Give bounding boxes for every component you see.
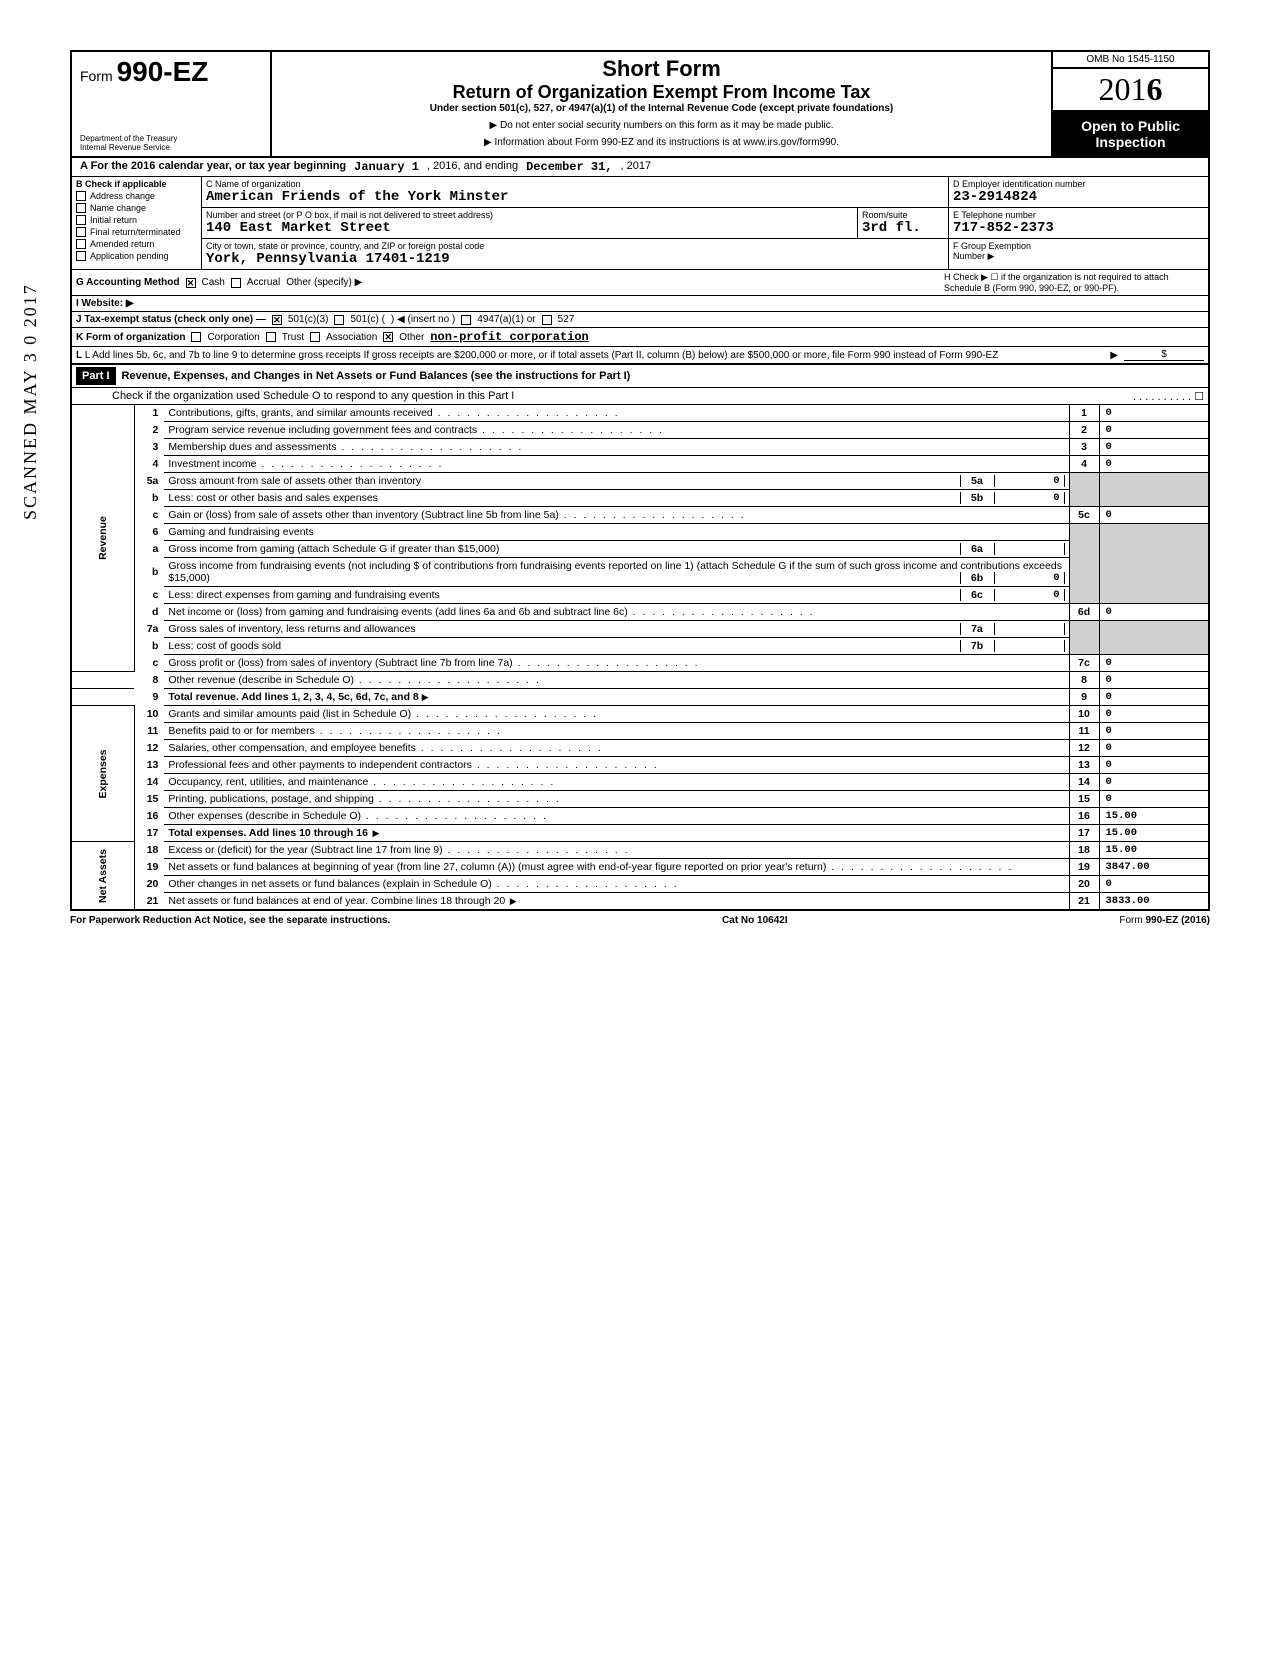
- title-return: Return of Organization Exempt From Incom…: [280, 82, 1043, 103]
- accrual-checkbox[interactable]: [231, 278, 241, 288]
- b-header: B Check if applicable: [76, 179, 197, 189]
- form-header: Form 990-EZ Department of the Treasury I…: [70, 50, 1210, 158]
- note-info: ▶ Information about Form 990-EZ and its …: [280, 137, 1043, 148]
- line-j: J Tax-exempt status (check only one) — 5…: [70, 312, 1210, 328]
- c-name-label: C Name of organization: [206, 179, 944, 189]
- line-l: L L Add lines 5b, 6c, and 7b to line 9 t…: [70, 347, 1210, 365]
- line-g: G Accounting Method Cash Accrual Other (…: [70, 270, 1210, 296]
- omb-number: OMB No 1545-1150: [1053, 52, 1208, 69]
- info-block: B Check if applicable Address change Nam…: [70, 177, 1210, 270]
- form-number: Form 990-EZ: [80, 56, 262, 88]
- cash-checkbox[interactable]: [186, 278, 196, 288]
- city: York, Pennsylvania 17401-1219: [206, 251, 944, 267]
- phone: 717-852-2373: [953, 220, 1204, 236]
- note-ssn: ▶ Do not enter social security numbers o…: [280, 120, 1043, 131]
- footer: For Paperwork Reduction Act Notice, see …: [70, 915, 1210, 926]
- scanned-stamp: SCANNED MAY 3 0 2017: [20, 283, 41, 520]
- line-i: I Website: ▶: [70, 296, 1210, 312]
- tax-year: 2016: [1053, 69, 1208, 112]
- main-table: Revenue 1Contributions, gifts, grants, a…: [70, 405, 1210, 911]
- line-a: A For the 2016 calendar year, or tax yea…: [70, 158, 1210, 177]
- dept: Department of the Treasury Internal Reve…: [80, 134, 262, 152]
- 501c3-checkbox[interactable]: [272, 315, 282, 325]
- other-org-checkbox[interactable]: [383, 332, 393, 342]
- open-to-public: Open to PublicInspection: [1053, 112, 1208, 156]
- org-name: American Friends of the York Minster: [206, 189, 944, 205]
- line-k: K Form of organization Corporation Trust…: [70, 328, 1210, 347]
- street: 140 East Market Street: [206, 220, 853, 236]
- ein: 23-2914824: [953, 189, 1204, 205]
- part1-header: Part I Revenue, Expenses, and Changes in…: [70, 365, 1210, 405]
- room: 3rd fl.: [862, 220, 944, 236]
- subtitle: Under section 501(c), 527, or 4947(a)(1)…: [280, 103, 1043, 114]
- title-short-form: Short Form: [280, 56, 1043, 82]
